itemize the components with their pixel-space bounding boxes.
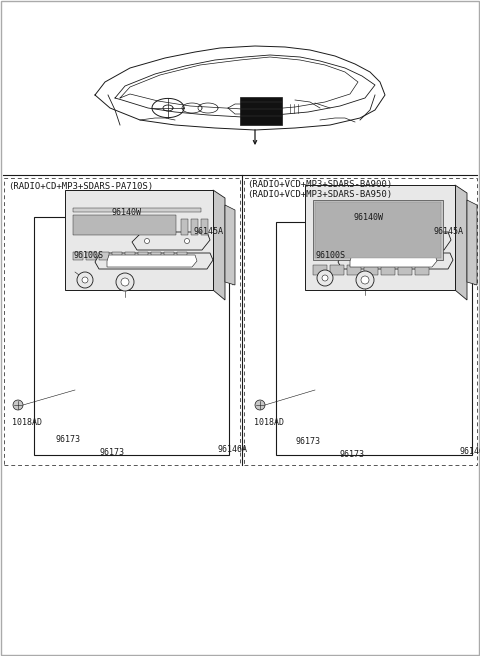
Bar	[4, 178, 240, 465]
Bar	[34, 217, 229, 455]
Bar	[73, 208, 201, 212]
Bar	[364, 265, 378, 275]
Circle shape	[82, 277, 88, 283]
Text: (RADIO+VCD+MP3+SDARS-BA900): (RADIO+VCD+MP3+SDARS-BA900)	[247, 180, 392, 189]
Bar	[240, 97, 282, 125]
Circle shape	[144, 239, 149, 243]
Text: (RADIO+CD+MP3+SDARS-PA710S): (RADIO+CD+MP3+SDARS-PA710S)	[8, 182, 153, 191]
Bar	[177, 252, 187, 260]
Bar	[381, 265, 395, 275]
Polygon shape	[107, 255, 197, 267]
Text: 96146A: 96146A	[460, 447, 480, 456]
Text: 1018AD: 1018AD	[12, 418, 42, 427]
Circle shape	[121, 278, 129, 286]
Circle shape	[356, 271, 374, 289]
Bar	[315, 202, 441, 258]
Polygon shape	[455, 185, 467, 300]
Text: 96140W: 96140W	[354, 213, 384, 222]
Polygon shape	[132, 232, 210, 250]
Circle shape	[77, 272, 93, 288]
Text: 1018AD: 1018AD	[254, 418, 284, 427]
Bar	[347, 265, 361, 275]
Text: 96140W: 96140W	[111, 208, 142, 217]
Polygon shape	[338, 253, 453, 269]
Polygon shape	[350, 255, 437, 267]
Text: 96145A: 96145A	[434, 228, 464, 237]
Text: 96146A: 96146A	[218, 445, 248, 454]
Text: 96173: 96173	[55, 435, 80, 444]
Circle shape	[425, 239, 431, 243]
Bar	[151, 252, 161, 260]
Text: 96100S: 96100S	[316, 251, 346, 260]
Bar	[164, 252, 174, 260]
Text: 96145A: 96145A	[194, 228, 224, 237]
Bar	[313, 200, 443, 260]
Bar	[125, 252, 135, 260]
Polygon shape	[376, 232, 451, 250]
Bar	[138, 252, 148, 260]
Bar	[201, 219, 208, 235]
Bar	[244, 178, 477, 465]
Bar	[86, 252, 96, 260]
Text: 96100S: 96100S	[74, 251, 104, 260]
Circle shape	[388, 239, 394, 243]
Circle shape	[116, 273, 134, 291]
Bar	[65, 190, 213, 290]
Bar	[112, 252, 122, 260]
Circle shape	[322, 275, 328, 281]
Bar	[330, 265, 344, 275]
Bar	[276, 222, 472, 455]
Polygon shape	[225, 205, 235, 285]
Bar	[73, 215, 176, 235]
Polygon shape	[467, 200, 477, 285]
Bar	[191, 219, 198, 235]
Text: 96173: 96173	[340, 450, 365, 459]
Bar	[313, 265, 327, 275]
Circle shape	[255, 400, 265, 410]
Circle shape	[317, 270, 333, 286]
Bar	[99, 252, 109, 260]
Circle shape	[184, 239, 190, 243]
Bar	[73, 252, 83, 260]
Text: 96173: 96173	[295, 437, 320, 446]
Circle shape	[13, 400, 23, 410]
Polygon shape	[213, 190, 225, 300]
Text: 96173: 96173	[100, 448, 125, 457]
Bar	[181, 219, 188, 235]
Bar	[415, 265, 429, 275]
Polygon shape	[95, 253, 213, 269]
Circle shape	[361, 276, 369, 284]
Bar	[398, 265, 412, 275]
Text: (RADIO+VCD+MP3+SDARS-BA950): (RADIO+VCD+MP3+SDARS-BA950)	[247, 190, 392, 199]
Bar	[305, 185, 455, 290]
